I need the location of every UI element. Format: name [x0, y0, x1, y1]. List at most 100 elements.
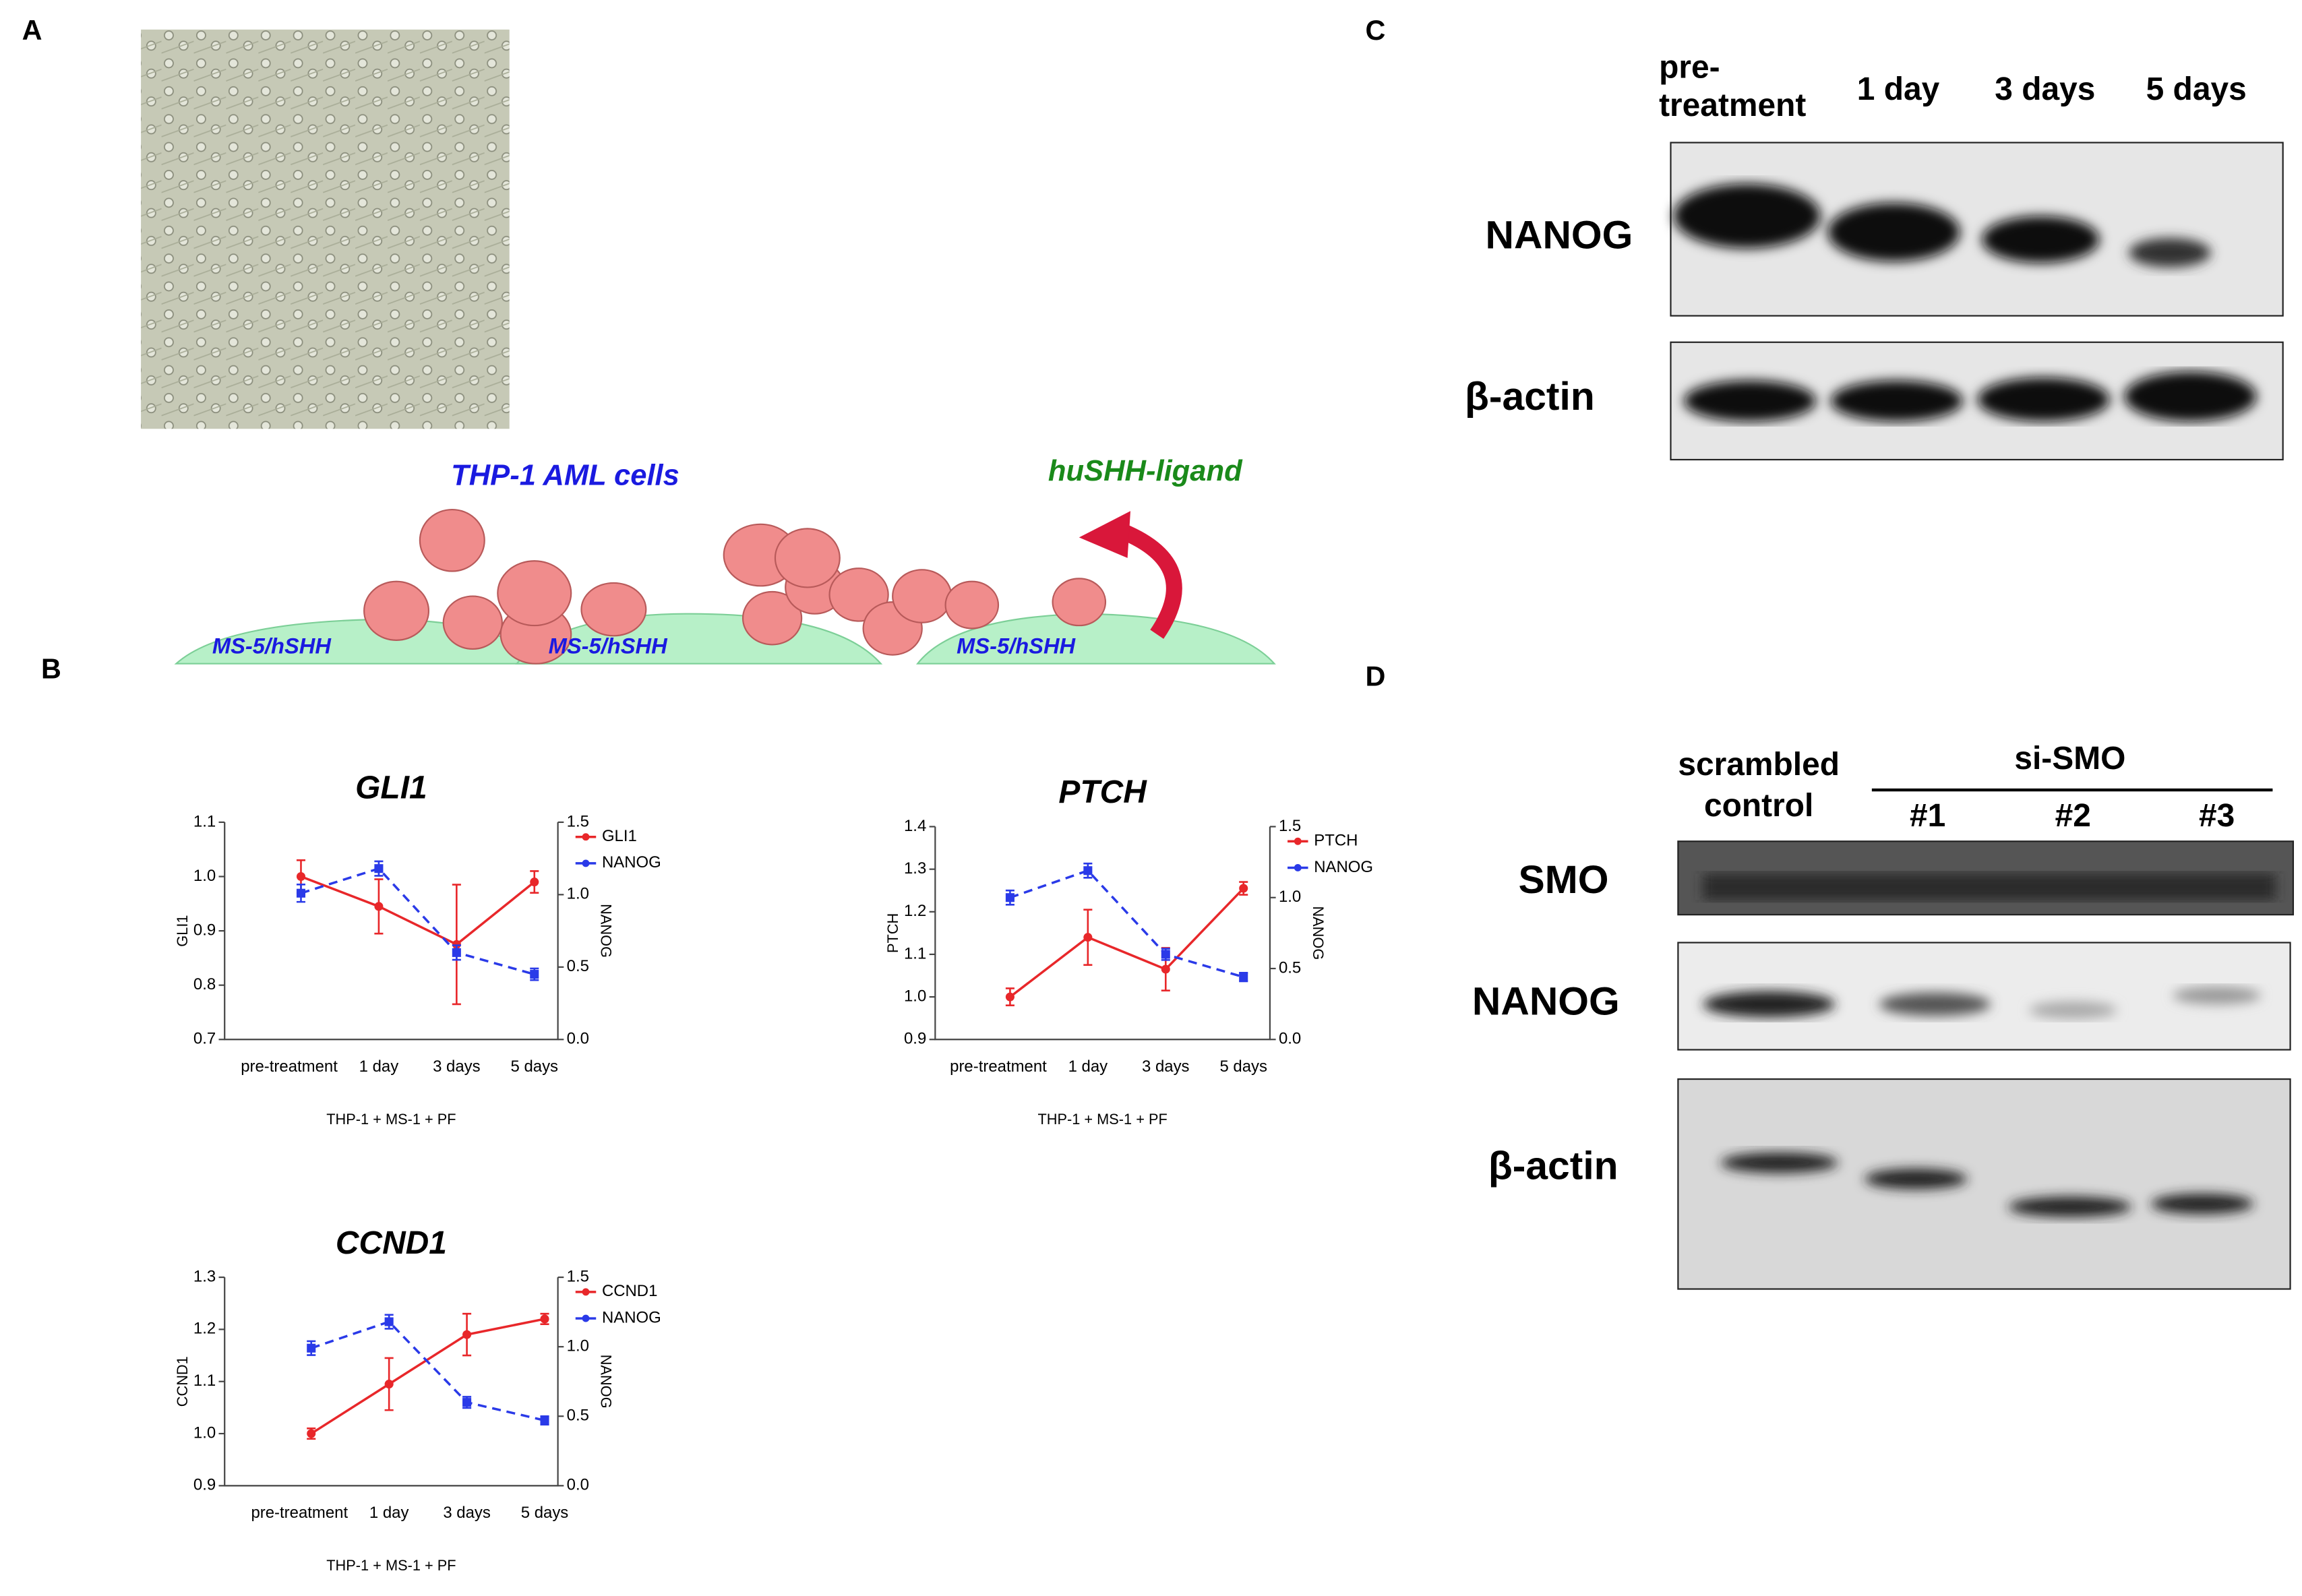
y-axis-label: PTCH [884, 913, 901, 953]
marker [462, 1398, 472, 1407]
blot [1670, 142, 2284, 461]
x-axis-label: THP-1 + MS-1 + PF [1037, 1111, 1167, 1128]
marker [1239, 884, 1248, 893]
x-tick-label: 3 days [1142, 1057, 1190, 1076]
marker [540, 1415, 549, 1425]
blot-row-label: SMO [1519, 858, 1609, 902]
legend-label: PTCH [1314, 832, 1358, 850]
axis-line [224, 822, 559, 1041]
y-tick-label: 0.9 [193, 921, 216, 939]
micrograph [141, 29, 510, 429]
series-line [311, 1320, 545, 1422]
lane-label: pre- [1659, 49, 1720, 85]
y-tick-label: 0.9 [904, 1030, 926, 1048]
marker [462, 1330, 472, 1339]
legend-marker [582, 859, 590, 867]
schematic [174, 508, 1276, 665]
panel-label: D [1365, 661, 1385, 692]
legend-label: NANOG [1314, 858, 1373, 876]
lane-label: #2 [2055, 798, 2091, 834]
stroma-label: MS-5/hSHH [957, 633, 1076, 658]
blot-row-label: NANOG [1472, 980, 1620, 1024]
y-tick-label: 1.1 [904, 944, 926, 962]
legend-label: NANOG [602, 853, 661, 871]
legend-label: CCND1 [602, 1282, 657, 1300]
marker [296, 888, 306, 898]
blot-row-label: NANOG [1486, 214, 1633, 257]
lane-label: 3 days [1995, 71, 2095, 107]
lane-label: 1 day [1857, 71, 1940, 107]
marker [1005, 992, 1014, 1002]
y-axis-label: GLI1 [174, 915, 191, 947]
x-tick-label: 3 days [433, 1057, 481, 1076]
series-line [1009, 869, 1244, 979]
y2-axis-label: NANOG [1310, 906, 1327, 960]
x-axis-label: THP-1 + MS-1 + PF [326, 1111, 456, 1128]
chart-title: CCND1 [336, 1225, 447, 1261]
y-tick-label: 1.1 [193, 1372, 216, 1390]
y2-tick-label: 1.5 [567, 1267, 589, 1285]
x-tick-label: pre-treatment [251, 1504, 348, 1522]
chart-title: GLI1 [355, 770, 427, 806]
lane-label: 5 days [2146, 71, 2247, 107]
marker [384, 1380, 394, 1389]
y2-tick-label: 1.5 [1279, 817, 1301, 835]
lane-label: treatment [1659, 88, 1806, 123]
marker [307, 1429, 316, 1438]
y2-tick-label: 1.5 [567, 812, 589, 830]
group-label: si-SMO [2014, 741, 2125, 776]
x-tick-label: 5 days [521, 1504, 569, 1522]
x-tick-label: 5 days [1219, 1057, 1267, 1076]
panel-label: A [22, 15, 42, 46]
lane-label: scrambled [1678, 747, 1840, 782]
marker [1239, 973, 1248, 982]
stroma-label: MS-5/hSHH [212, 633, 332, 658]
y2-tick-label: 0.0 [1279, 1030, 1301, 1048]
series-line [300, 867, 535, 976]
x-tick-label: 1 day [369, 1504, 409, 1522]
marker [1005, 893, 1014, 902]
legend-label: GLI1 [602, 827, 637, 845]
y-tick-label: 0.7 [193, 1030, 216, 1048]
legend-marker [1294, 864, 1302, 871]
series-line [300, 875, 535, 946]
lane-label: control [1704, 788, 1813, 824]
y2-axis-label: NANOG [598, 904, 615, 958]
y2-tick-label: 1.0 [1279, 888, 1301, 906]
legend-marker [582, 1314, 590, 1322]
y-tick-label: 0.8 [193, 975, 216, 993]
y-tick-label: 1.1 [193, 812, 216, 830]
blot [1677, 840, 2295, 1290]
chart-title: PTCH [1058, 774, 1147, 810]
y2-tick-label: 1.0 [567, 885, 589, 903]
lane-label: #3 [2199, 798, 2235, 834]
marker [296, 871, 306, 882]
y-tick-label: 1.0 [904, 987, 926, 1005]
marker [307, 1343, 316, 1353]
y2-tick-label: 0.5 [567, 1407, 589, 1425]
x-tick-label: 5 days [511, 1057, 559, 1076]
series-line [310, 1318, 545, 1435]
y2-tick-label: 1.0 [567, 1337, 589, 1355]
marker [1083, 933, 1093, 942]
marker [1161, 950, 1170, 959]
x-tick-label: pre-treatment [241, 1057, 338, 1076]
y-tick-label: 1.2 [904, 902, 926, 920]
marker [530, 878, 539, 887]
blot-row-label: β-actin [1488, 1144, 1618, 1188]
marker [374, 902, 384, 911]
panel-label: C [1365, 15, 1385, 46]
marker [1083, 866, 1093, 876]
y2-tick-label: 0.0 [567, 1476, 589, 1494]
lane-label: #1 [1910, 798, 1945, 834]
marker [452, 948, 461, 957]
legend-label: NANOG [602, 1308, 661, 1326]
y2-tick-label: 0.5 [567, 957, 589, 975]
y2-tick-label: 0.0 [567, 1030, 589, 1048]
y2-axis-label: NANOG [598, 1355, 615, 1409]
blot-row-label: β-actin [1465, 375, 1595, 419]
marker [530, 970, 539, 979]
marker [452, 940, 461, 949]
y-tick-label: 0.9 [193, 1476, 216, 1494]
x-tick-label: pre-treatment [950, 1057, 1047, 1076]
